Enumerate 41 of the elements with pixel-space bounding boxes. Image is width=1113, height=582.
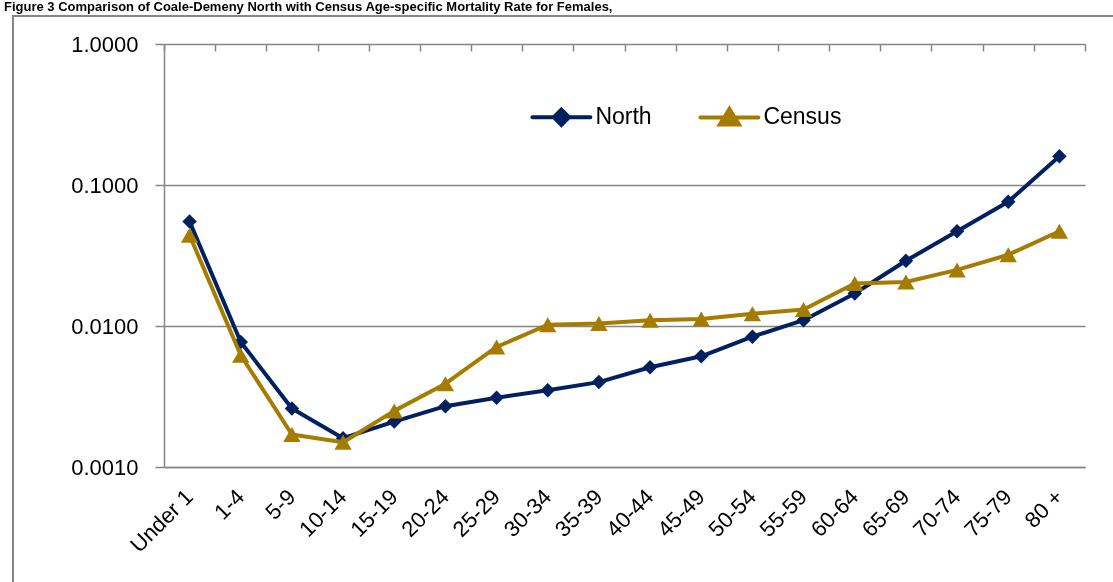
y-tick-label: 0.0010 — [71, 454, 139, 480]
point — [999, 247, 1017, 263]
point — [846, 276, 864, 292]
point — [897, 274, 915, 290]
point — [539, 317, 557, 333]
x-tick-label: 80 + — [1019, 484, 1068, 533]
y-tick-label: 1.0000 — [71, 31, 139, 57]
chart-title: Figure 3 Comparison of Coale-Demeny North with Census Age-specific Mortality Rate for Females, — [4, 0, 613, 14]
point — [642, 359, 658, 375]
point — [898, 253, 914, 269]
point — [438, 398, 453, 414]
x-tick-label: 5-9 — [260, 484, 301, 525]
point — [949, 223, 965, 239]
point — [794, 301, 813, 317]
point — [487, 339, 506, 355]
point — [232, 347, 250, 363]
point — [385, 403, 403, 419]
legend-label: North — [595, 103, 652, 130]
point — [591, 374, 607, 390]
point — [743, 306, 762, 322]
point — [283, 427, 301, 443]
point — [948, 262, 966, 278]
point — [590, 316, 608, 332]
y-tick-label: 0.0100 — [71, 313, 139, 339]
point — [334, 434, 352, 450]
point — [182, 214, 197, 229]
point — [641, 312, 659, 328]
legend-label: Census — [763, 103, 842, 130]
point — [745, 329, 760, 344]
y-tick-label: 0.1000 — [71, 172, 139, 198]
point — [540, 383, 555, 398]
point — [1001, 194, 1016, 210]
x-tick-label: 1-4 — [209, 484, 250, 525]
point — [692, 311, 710, 327]
point — [436, 376, 455, 392]
point — [489, 390, 504, 405]
point — [180, 227, 199, 243]
point — [284, 401, 300, 416]
point — [1050, 223, 1069, 239]
point — [694, 349, 709, 364]
point — [1052, 148, 1067, 164]
